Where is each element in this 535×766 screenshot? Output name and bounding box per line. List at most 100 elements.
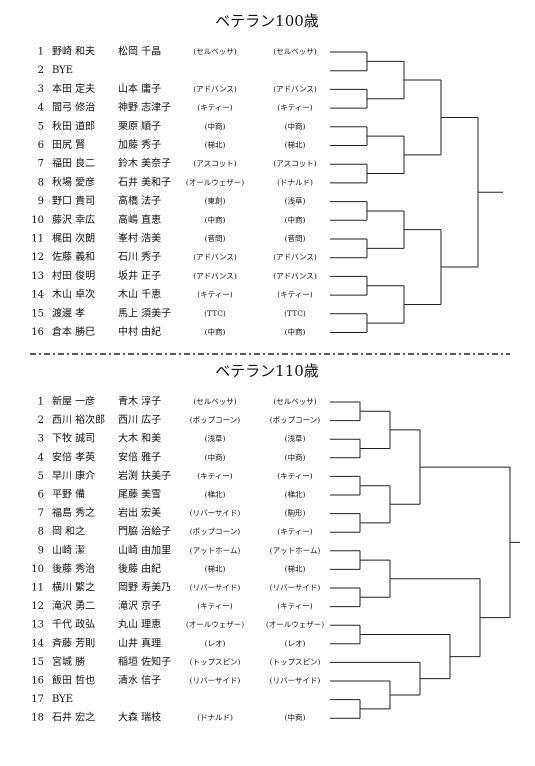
player-name: 山崎 由加里 (118, 543, 171, 556)
club-name: (リバーサイド) (270, 583, 321, 592)
club-name: (ポップコーン) (270, 416, 321, 425)
player-name: 石井 宏之 (52, 711, 95, 724)
club-name: (セルベッサ) (193, 47, 236, 56)
club-name: (浅草) (205, 433, 226, 443)
club-name: (中商) (205, 214, 226, 224)
player-name: 西川 裕次郎 (52, 413, 105, 426)
club-name: (東創) (205, 196, 226, 206)
club-name: (中商) (205, 452, 226, 462)
player-name: 滝沢 京子 (118, 599, 161, 612)
player-name: 石川 秀子 (118, 251, 161, 263)
club-name: (リバーサイド) (190, 509, 241, 518)
club-name: (梯北) (285, 563, 306, 573)
club-name: (キティー) (277, 471, 312, 480)
entry-number: 13 (31, 271, 44, 282)
entry-number: 13 (31, 620, 44, 631)
player-name: 福島 秀之 (52, 506, 95, 519)
club-name: (昔問) (205, 234, 226, 243)
entry-number: 8 (38, 527, 44, 538)
club-name: (キティー) (277, 527, 312, 536)
club-name: (中商) (285, 121, 306, 131)
player-name: 高嶋 直恵 (118, 213, 161, 226)
club-name: (中商) (205, 121, 226, 131)
player-name: 清水 信子 (118, 674, 161, 687)
club-name: (ドナルド) (197, 713, 233, 722)
player-name: 千代 政弘 (52, 618, 95, 631)
club-name: (アドバンス) (273, 253, 317, 262)
player-name: 山崎 潔 (52, 543, 85, 556)
club-name: (アドバンス) (273, 84, 317, 93)
player-name: 野崎 和夫 (52, 45, 95, 58)
player-name: 鈴木 美奈子 (118, 157, 171, 170)
entry-number: 4 (38, 452, 44, 463)
club-name: (リバーサイド) (270, 676, 321, 685)
player-name: 村田 俊明 (52, 269, 95, 282)
player-name: 野口 貴司 (52, 194, 95, 207)
player-name: 斉藤 芳則 (52, 636, 95, 649)
player-name: 西川 広子 (118, 413, 161, 426)
player-name: 下牧 誠司 (52, 432, 95, 445)
entry-number: 12 (31, 601, 44, 612)
club-name: (トップスピン) (190, 657, 241, 666)
player-name: 松岡 千晶 (118, 45, 161, 58)
club-name: (キティー) (197, 290, 232, 299)
player-name: 石井 美和子 (118, 175, 171, 188)
club-name: (アドバンス) (193, 271, 237, 280)
player-name: 安倍 雅子 (118, 450, 161, 463)
club-name: (浅草) (285, 196, 306, 206)
player-name: 大森 瑞枝 (118, 711, 161, 724)
player-name: 飯田 哲也 (52, 674, 95, 687)
entry-number: 1 (38, 397, 44, 408)
entry-number: 10 (31, 564, 44, 575)
player-name: 大木 和美 (118, 432, 161, 445)
club-name: (アスコット) (273, 159, 316, 168)
entry-number: 16 (31, 676, 44, 687)
player-name: 中村 由紀 (118, 325, 161, 338)
club-name: (中商) (285, 452, 306, 462)
player-name: 山本 庸子 (118, 82, 161, 95)
player-name: 新屋 一彦 (52, 395, 95, 408)
club-name: (キティー) (197, 602, 232, 611)
club-name: (キティー) (197, 103, 232, 112)
entry-number: 6 (38, 140, 44, 151)
player-name: 坂井 正子 (118, 269, 161, 282)
entry-number: 12 (31, 252, 44, 263)
club-name: (中商) (205, 327, 226, 337)
player-name: 岩渕 扶美子 (118, 469, 171, 482)
player-name: 岡 和之 (52, 525, 85, 538)
entry-number: 18 (31, 713, 44, 724)
player-name: 門脇 治絵子 (118, 525, 171, 538)
club-name: (中商) (285, 214, 306, 224)
player-name: 木山 千恵 (118, 288, 161, 301)
club-name: (リバーサイド) (190, 583, 241, 592)
player-name: 秋場 愛彦 (52, 175, 95, 188)
club-name: (キティー) (277, 290, 312, 299)
player-name: 平野 備 (52, 488, 85, 501)
player-name: 秋田 道郎 (52, 119, 95, 132)
player-name: 木山 卓次 (52, 288, 95, 301)
entry-number: 15 (31, 657, 44, 668)
player-name: 尾藤 美雪 (118, 488, 161, 501)
club-name: (レオ) (205, 639, 226, 648)
entry-number: 3 (38, 84, 44, 95)
club-name: (アットホーム) (270, 546, 321, 555)
player-name: 横川 繁之 (52, 581, 95, 594)
section-title: ベテラン100歳 (215, 12, 319, 30)
club-name: (ポップコーン) (190, 527, 241, 536)
club-name: (レオ) (285, 639, 306, 648)
player-name: 藤沢 幸広 (52, 213, 95, 226)
entry-number: 2 (38, 65, 44, 76)
club-name: (オールウェザー) (186, 178, 244, 187)
club-name: (アドバンス) (273, 271, 317, 280)
player-name: 稲垣 佐知子 (118, 655, 171, 668)
player-name: 間弓 修治 (52, 101, 95, 114)
club-name: (TTC) (204, 309, 226, 318)
entry-number: 10 (31, 215, 44, 226)
club-name: (ポップコーン) (190, 416, 241, 425)
entry-number: 17 (31, 694, 44, 705)
player-name: 渡邊 孝 (52, 306, 85, 319)
entry-number: 8 (38, 177, 44, 188)
entry-number: 2 (38, 415, 44, 426)
club-name: (アットホーム) (190, 546, 241, 555)
club-name: (アドバンス) (193, 84, 237, 93)
